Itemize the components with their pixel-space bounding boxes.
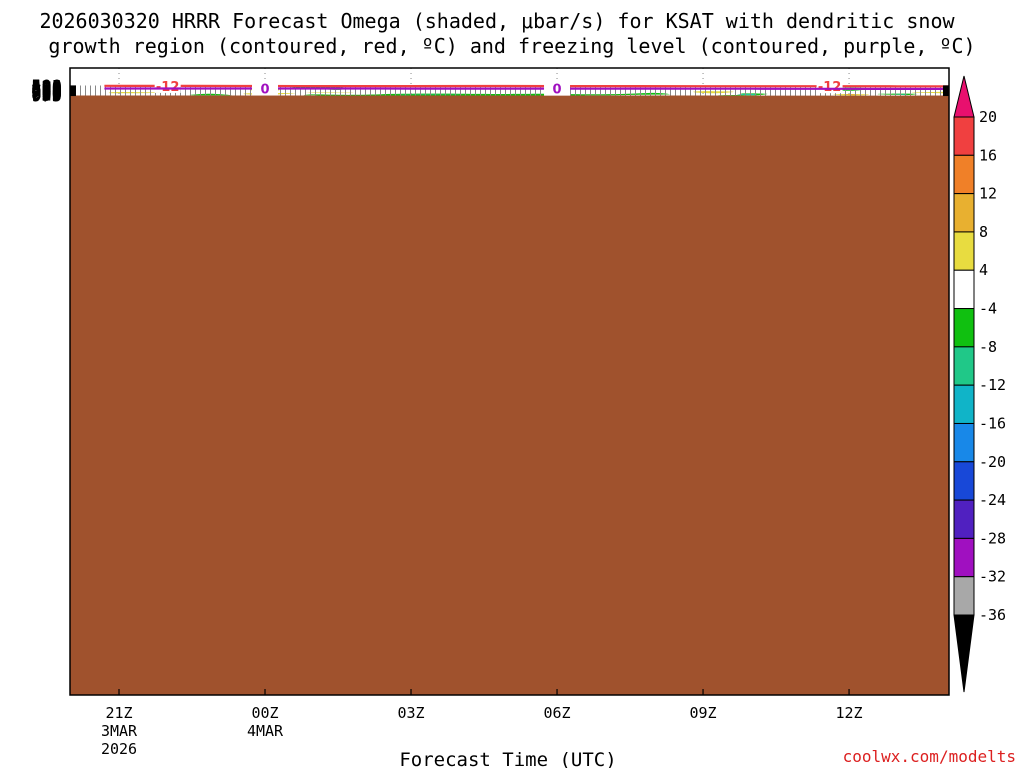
- y-tick-label: 625: [31, 80, 62, 100]
- colorbar-label: 20: [979, 108, 997, 126]
- colorbar-top-arrow: [953, 75, 975, 118]
- colorbar-label: 8: [979, 223, 988, 241]
- chart-title-line-1: 2026030320 HRRR Forecast Omega (shaded, …: [39, 9, 955, 33]
- colorbar-swatch: [953, 308, 975, 348]
- colorbar-label: 4: [979, 261, 988, 279]
- y-tick-label: 500: [31, 77, 62, 97]
- colorbar-swatch: [953, 269, 975, 310]
- colorbar-swatch: [953, 193, 975, 233]
- x-tick-date: 3MAR: [101, 722, 138, 740]
- colorbar-label: 12: [979, 185, 997, 203]
- chart-title-line-2: growth region (contoured, red, ºC) and f…: [48, 34, 975, 58]
- y-tick-label: 650: [31, 81, 62, 101]
- colorbar-label: -4: [979, 300, 997, 318]
- contour-label: -12: [818, 80, 842, 95]
- colorbar-label: -8: [979, 338, 997, 356]
- credit-text: coolwx.com/modelts: [843, 747, 1016, 766]
- y-axis: 5005255505756006256506757007257507758008…: [31, 77, 949, 106]
- y-tick-label: 675: [31, 81, 62, 101]
- x-tick-year: 2026: [101, 740, 137, 758]
- colorbar-label: -20: [979, 453, 1006, 471]
- colorbar-swatch: [953, 116, 975, 156]
- contour-label: 0: [260, 83, 269, 98]
- colorbar-label: 16: [979, 146, 997, 164]
- omega-region-teal-lower-b: [736, 93, 757, 96]
- y-tick-label: 575: [31, 79, 62, 99]
- y-tick-label: 550: [31, 78, 62, 98]
- colorbar-label: -28: [979, 529, 1006, 547]
- y-tick-label: 950: [31, 86, 62, 106]
- omega-region-orange-right: [965, 92, 1009, 94]
- colorbar-swatch: [953, 231, 975, 271]
- plot-frame: [69, 67, 950, 696]
- y-tick-label: 700: [31, 82, 62, 102]
- x-tick-label: 00Z: [251, 704, 278, 722]
- omega-region-green-lower-b: [717, 93, 768, 96]
- colorbar-bottom-arrow: [953, 614, 975, 693]
- y-tick-label: 775: [31, 83, 62, 103]
- colorbar-label: -12: [979, 376, 1006, 394]
- x-tick-date: 4MAR: [247, 722, 284, 740]
- colorbar-label: -36: [979, 606, 1006, 624]
- colorbar-swatch: [953, 461, 975, 501]
- colorbar-swatch: [953, 499, 975, 539]
- y-tick-label: 600: [31, 80, 62, 100]
- omega-region-yellow-mid-b: [693, 91, 734, 94]
- x-axis-label: Forecast Time (UTC): [399, 749, 616, 768]
- y-tick-label: 825: [31, 84, 62, 104]
- y-tick-label: 975: [31, 86, 62, 106]
- terrain-layer: [70, 95, 949, 695]
- contour-label: 0: [553, 83, 562, 98]
- x-tick-label: 21Z: [105, 704, 132, 722]
- colorbar-swatch: [953, 384, 975, 424]
- colorbar-swatch: [953, 346, 975, 386]
- y-tick-label: 875: [31, 85, 62, 105]
- y-tick-label: 900: [31, 85, 62, 105]
- colorbar-label: -32: [979, 568, 1006, 586]
- y-tick-label: 850: [31, 85, 62, 105]
- colorbar-swatch: [953, 537, 975, 578]
- colorbar-swatch: [953, 422, 975, 463]
- x-tick-label: 12Z: [836, 704, 863, 722]
- x-tick-label: 03Z: [397, 704, 424, 722]
- x-tick-label: 09Z: [689, 704, 716, 722]
- contour-label-bg: [544, 81, 571, 96]
- terrain-ground: [70, 95, 949, 695]
- omega-colorbar: 20 16 12 8 4 -4 -8 -12 -16 -20 -24 -28 -32 -36: [953, 75, 1006, 693]
- y-tick-label: 525: [31, 78, 62, 98]
- contour-label-bg: [252, 81, 279, 96]
- y-tick-label: 725: [31, 82, 62, 102]
- colorbar-swatch: [953, 154, 975, 195]
- colorbar-label: -16: [979, 414, 1006, 432]
- colorbar-label: -24: [979, 491, 1006, 509]
- temperature-contours: -12 -120 0: [104, 78, 949, 98]
- x-tick-label: 06Z: [543, 704, 570, 722]
- colorbar-swatch: [953, 576, 975, 616]
- y-tick-label: 750: [31, 83, 62, 103]
- y-tick-label: 800: [31, 84, 62, 104]
- y-tick-label: 925: [31, 86, 62, 106]
